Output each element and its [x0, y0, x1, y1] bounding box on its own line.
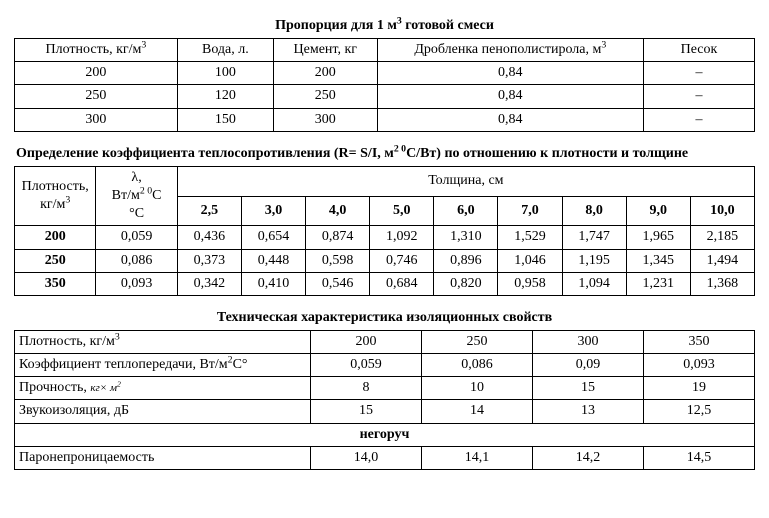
thermal-resistance-table: Плотность, кг/м3 λ, Вт/м2 0C °C Толщина,…: [14, 166, 755, 296]
row-sound: Звукоизоляция, дБ 15 14 13 12,5: [15, 400, 755, 423]
label-density: Плотность, кг/м3: [15, 330, 311, 353]
table-row: 2500,0860,3730,4480,5980,7460,8961,0461,…: [15, 249, 755, 272]
label-vapor: Паронепроницаемость: [15, 446, 311, 469]
col-crumb: Дробленка пенополистирола, м3: [377, 39, 643, 62]
row-fire: негоруч: [15, 423, 755, 446]
row-density: Плотность, кг/м3 200 250 300 350: [15, 330, 755, 353]
label-strength: Прочность, кг× м2: [15, 377, 311, 400]
col-cement: Цемент, кг: [273, 39, 377, 62]
label-coefficient: Коэффициент теплопередачи, Вт/м2C°: [15, 354, 311, 377]
table1-title: Пропорция для 1 м3 готовой смеси: [14, 18, 755, 34]
col-lambda: λ, Вт/м2 0C °C: [96, 166, 177, 226]
table-row: 2000,0590,4360,6540,8741,0921,3101,5291,…: [15, 226, 755, 249]
table-header-row: Плотность, кг/м3 Вода, л. Цемент, кг Дро…: [15, 39, 755, 62]
table3-title: Техническая характеристика изоляционных …: [14, 310, 755, 326]
row-vapor: Паронепроницаемость 14,0 14,1 14,2 14,5: [15, 446, 755, 469]
label-fire: негоруч: [15, 423, 755, 446]
col-sand: Песок: [643, 39, 754, 62]
col-density: Плотность, кг/м3: [15, 166, 96, 226]
technical-characteristics-table: Плотность, кг/м3 200 250 300 350 Коэффиц…: [14, 330, 755, 470]
proportion-table: Плотность, кг/м3 Вода, л. Цемент, кг Дро…: [14, 38, 755, 132]
col-density: Плотность, кг/м3: [15, 39, 178, 62]
row-strength: Прочность, кг× м2 8 10 15 19: [15, 377, 755, 400]
table-row: 2501202500,84–: [15, 85, 755, 108]
col-thickness: Толщина, см: [177, 166, 754, 196]
table-row: 2001002000,84–: [15, 62, 755, 85]
col-water: Вода, л.: [177, 39, 273, 62]
table-row: 3001503000,84–: [15, 108, 755, 131]
label-sound: Звукоизоляция, дБ: [15, 400, 311, 423]
table2-title: Определение коэффициента теплосопротивле…: [16, 146, 755, 162]
table-header-row: Плотность, кг/м3 λ, Вт/м2 0C °C Толщина,…: [15, 166, 755, 196]
row-coefficient: Коэффициент теплопередачи, Вт/м2C° 0,059…: [15, 354, 755, 377]
table-row: 3500,0930,3420,4100,5460,6840,8200,9581,…: [15, 272, 755, 295]
